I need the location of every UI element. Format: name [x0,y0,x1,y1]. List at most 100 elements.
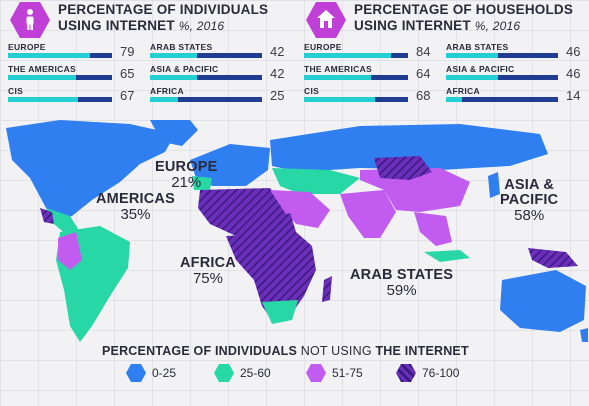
bar-label: EUROPE [304,42,342,52]
bar-fill [150,53,198,58]
map-legend: PERCENTAGE OF INDIVIDUALS NOT USING THE … [102,344,522,384]
bar-fill [8,97,78,102]
legend-label: 0-25 [152,366,177,380]
bar-row: CIS 67 [8,86,150,108]
bar-value: 46 [566,44,581,59]
bar-label: ARAB STATES [150,42,213,52]
bar-row: AFRICA 14 [446,86,589,108]
africa-shape [226,232,316,320]
bar-value: 42 [270,44,285,59]
bar-label: ASIA & PACIFIC [150,64,219,74]
bar-label: CIS [8,86,24,96]
households-panel: PERCENTAGE OF HOUSEHOLDS USING INTERNET … [296,0,586,120]
region-label-africa: AFRICA 75% [180,255,236,287]
bar-label: THE AMERICAS [8,64,76,74]
bar-fill [304,53,392,58]
bar-track [8,75,112,80]
region-label-asia-pacific: ASIA & PACIFIC 58% [500,177,559,224]
households-title: PERCENTAGE OF HOUSEHOLDS USING INTERNET … [354,2,574,33]
bar-value: 14 [566,88,581,103]
bar-row: ARAB STATES 42 [150,42,300,64]
bar-row: CIS 68 [304,86,446,108]
central-asia-shape [272,168,360,194]
bar-row: EUROPE 84 [304,42,446,64]
bar-track [8,53,112,58]
indonesia-shape [424,250,470,262]
world-map [6,120,588,342]
bar-row: EUROPE 79 [8,42,150,64]
north-africa-shape [198,188,296,238]
europe-shape [190,144,270,186]
unit-label: %, 2016 [178,19,225,33]
legend-label: 76-100 [422,366,460,380]
bar-value: 68 [416,88,431,103]
region-label-europe: EUROPE 21% [155,159,218,191]
bar-label: ARAB STATES [446,42,509,52]
bar-fill [8,53,91,58]
bar-track [446,75,558,80]
bar-value: 79 [120,44,135,59]
bar-value: 67 [120,88,135,103]
legend-swatch-icon [306,364,326,382]
bar-fill [8,75,76,80]
north-africa-egypt-shape [270,190,300,214]
bar-fill [304,97,375,102]
legend-title: PERCENTAGE OF INDIVIDUALS NOT USING THE … [102,344,469,358]
southeast-asia-shape [414,212,452,246]
bar-value: 42 [270,66,285,81]
bar-fill [150,97,178,102]
bar-track [304,75,408,80]
north-america-shape [6,120,175,222]
bar-fill [150,75,198,80]
unit-label: %, 2016 [474,19,521,33]
china-shape [360,168,470,212]
bar-track [150,75,262,80]
bar-row: THE AMERICAS 65 [8,64,150,86]
bar-label: AFRICA [150,86,184,96]
region-label-americas: AMERICAS 35% [96,191,175,223]
legend-swatch-icon [126,364,146,382]
individuals-title: PERCENTAGE OF INDIVIDUALS USING INTERNET… [58,2,269,33]
bar-value: 46 [566,66,581,81]
legend-label: 51-75 [332,366,363,380]
bar-label: AFRICA [446,86,480,96]
bar-track [446,53,558,58]
japan-shape [488,172,500,198]
greenland-shape [150,120,198,146]
legend-swatch-icon [396,364,416,382]
bar-value: 65 [120,66,135,81]
bar-label: THE AMERICAS [304,64,372,74]
legend-swatch-icon [214,364,234,382]
australia-shape [500,270,586,332]
region-label-arab-states: ARAB STATES 59% [350,267,454,299]
bar-value: 84 [416,44,431,59]
southern-africa-shape [262,300,298,324]
new-zealand-shape [580,328,588,342]
bar-label: CIS [304,86,320,96]
bar-row: THE AMERICAS 64 [304,64,446,86]
bar-row: ARAB STATES 46 [446,42,589,64]
bar-value: 64 [416,66,431,81]
mexico-hatch-shape [40,208,54,224]
bar-label: EUROPE [8,42,46,52]
bar-track [304,97,408,102]
south-america-purple-shape [58,232,82,270]
bar-track [150,53,262,58]
bar-fill [446,97,462,102]
bar-fill [446,53,498,58]
central-america-shape [46,208,80,236]
bar-track [8,97,112,102]
legend-label: 25-60 [240,366,271,380]
china-hatch-shape [374,156,432,180]
madagascar-shape [322,276,332,302]
iberia-shape [192,176,212,190]
png-shape [528,248,578,268]
bar-row: AFRICA 25 [150,86,300,108]
bar-row: ASIA & PACIFIC 42 [150,64,300,86]
person-icon [10,2,50,38]
bar-label: ASIA & PACIFIC [446,64,515,74]
bar-track [446,97,558,102]
house-icon [306,2,346,38]
bar-fill [446,75,498,80]
india-shape [340,190,396,238]
